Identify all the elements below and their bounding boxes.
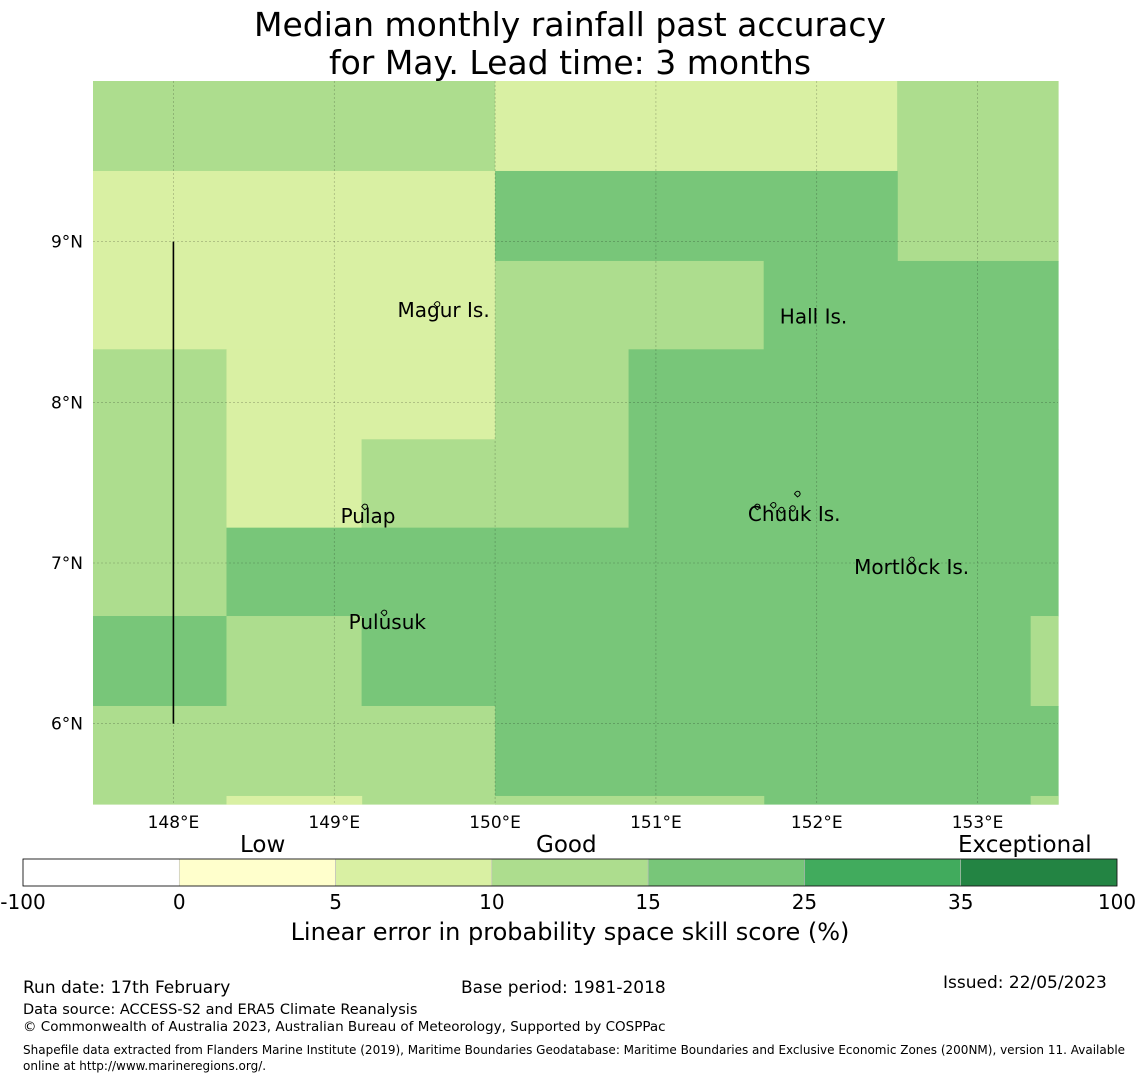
skill-cell-3 [93,170,496,350]
colorbar-tick-label: 100 [1097,890,1137,914]
skill-cell-20 [226,795,363,805]
colorbar-segment [960,858,1118,887]
x-tick-label: 149°E [308,813,360,830]
colorbar-segment [178,858,336,887]
skill-cell-11 [628,349,1059,617]
colorbar-tick-label: 5 [329,890,342,914]
skill-cell-7 [93,349,228,617]
island-outline [753,503,761,511]
place-labels: Magur Is. Hall Is. Pulap Chuuk Is. Mortlock … [341,298,970,634]
skill-cells [93,81,1059,805]
skill-cell-12 [226,527,630,617]
skill-cell-16 [1030,616,1059,707]
colorbar-segment [491,858,649,887]
skill-map: Magur Is. Hall Is. Pulap Chuuk Is. Mortlock … [51,81,1059,830]
colorbar-tick-label: 10 [479,890,505,914]
colorbar-frame [22,858,1118,887]
skill-cell-18 [495,705,1032,805]
skill-cell-19 [1030,705,1059,805]
shapefile-credit: Shapefile data extracted from Flanders M… [23,1043,1126,1073]
y-tick-label: 8°N [51,393,83,413]
skill-cell-14 [226,616,363,707]
skill-cell-9 [361,439,630,529]
graticule [93,81,1058,804]
colorbar-tick-label: -100 [0,890,46,914]
island-outline [380,609,388,617]
base-period: Base period: 1981-2018 [461,978,666,998]
island-outline [361,503,368,511]
place-label: Chuuk Is. [748,502,841,526]
x-tick-label: 148°E [148,813,200,830]
islands [361,301,915,617]
skill-cell-6 [763,260,1059,350]
colorbar-tick-label: 0 [172,890,186,914]
colorbar-segment [647,858,805,887]
chart-title-line-1: Median monthly rainfall past accuracy [253,5,887,44]
place-label: Pulap [341,504,396,528]
island-outline [777,506,785,514]
tier-good-label: Good [536,832,597,858]
skill-cell-5 [495,260,765,350]
tier-low-label: Low [240,832,286,858]
colorbar-segment [335,858,493,887]
skill-cell-10 [495,349,630,440]
tier-exceptional-label: Exceptional [958,832,1092,858]
colorbar-label: Linear error in probability space skill … [290,918,850,946]
y-tick-label: 7°N [51,554,83,574]
skill-cell-0 [93,81,496,172]
x-tick-label: 150°E [469,813,521,830]
colorbar-tick-label: 25 [791,890,818,914]
skill-cell-22 [1030,795,1059,805]
y-axis-ticks: 9°N 8°N 7°N 6°N [51,233,83,735]
colorbar-segment [22,858,180,887]
data-source: Data source: ACCESS-S2 and ERA5 Climate … [23,1002,418,1018]
run-date: Run date: 17th February [23,978,231,998]
skill-cell-15 [361,616,1032,707]
colorbar-tick-label: 35 [947,890,974,914]
skill-cell-4 [495,170,898,262]
place-label: Mortlock Is. [854,555,969,579]
place-label: Pulusuk [349,610,427,634]
skill-cell-13 [93,616,228,707]
skill-cell-2 [897,81,1059,262]
y-tick-label: 6°N [51,715,83,735]
island-outline [908,556,915,564]
y-tick-label: 9°N [51,233,83,253]
x-axis-ticks: 148°E 149°E 150°E 151°E 152°E 153°E [148,813,1004,830]
island-outline [793,490,801,498]
chart-title-line-2: for May. Lead time: 3 months [328,43,812,82]
island-outline [433,301,441,308]
colorbar-tick-label: 15 [635,890,661,914]
x-tick-label: 151°E [630,813,682,830]
copyright: © Commonwealth of Australia 2023, Austra… [23,1019,666,1035]
issued-date: Issued: 22/05/2023 [943,973,1107,993]
place-label: Magur Is. [398,298,490,322]
skill-cell-17 [93,705,496,805]
skill-cell-21 [495,795,765,805]
island-outline [789,505,796,512]
x-tick-label: 152°E [791,813,843,830]
colorbar-segment [804,858,962,887]
place-label: Hall Is. [780,305,847,329]
x-tick-label: 153°E [952,813,1004,830]
skill-cell-1 [495,81,898,172]
island-outline [769,502,777,509]
colorbar [22,858,1118,887]
